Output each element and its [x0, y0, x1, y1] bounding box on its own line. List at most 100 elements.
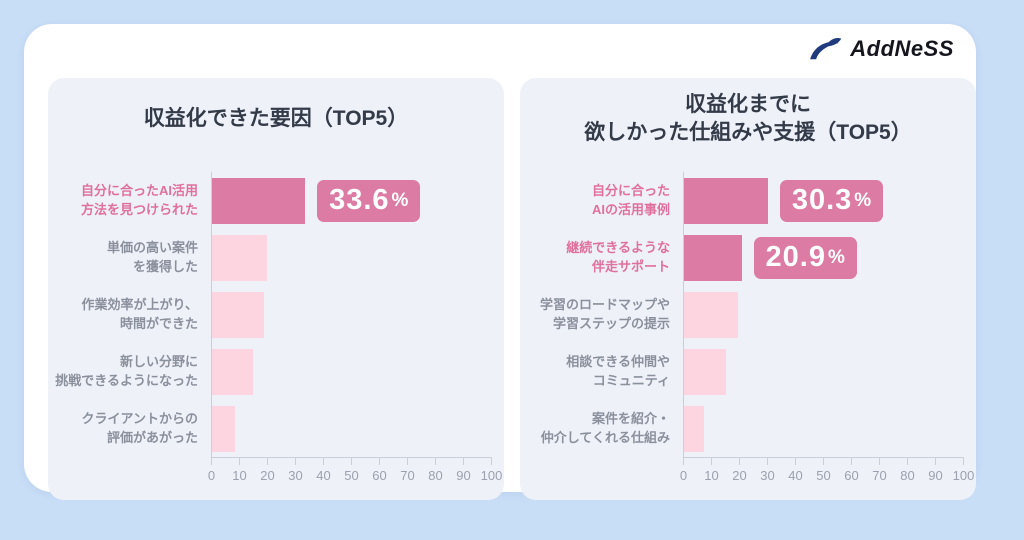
bar-label: 相談できる仲間やコミュニティ — [520, 353, 683, 389]
axis-tick-label: 0 — [207, 468, 216, 483]
axis-tick-label: 70 — [872, 468, 887, 483]
bar-area — [683, 348, 727, 395]
bar-area — [683, 291, 738, 338]
axis-tick — [879, 458, 880, 465]
chart-row: 新しい分野に 挑戦できるようになった — [48, 343, 504, 400]
bar-label-line: 自分に合ったAI活用 — [80, 183, 198, 199]
value-badge: 20.9% — [753, 236, 857, 279]
bar-label-line: 単価の高い案件 — [106, 240, 198, 256]
axis-tick — [767, 458, 768, 465]
chart-title-line: 収益化できた要因（TOP5） — [143, 106, 409, 130]
value-badge: 33.6% — [317, 179, 421, 222]
axis-tick — [351, 458, 352, 465]
bar-label: 自分に合ったAI活用 方法を見つけられた — [48, 182, 211, 218]
axis-tick — [435, 458, 436, 465]
bar-label: 単価の高い案件を獲得した — [48, 239, 211, 275]
axis-ticks: 0 10 20 30 40 50 60 70 80 90 100 — [680, 458, 974, 488]
axis-tick — [963, 458, 964, 465]
bar — [683, 234, 742, 281]
bar-label-line: クライアントからの — [81, 411, 198, 427]
pen-swoosh-icon — [810, 38, 842, 60]
axis-tick — [683, 458, 684, 465]
bar-label-line: 案件を紹介・ — [591, 411, 670, 427]
chart-rows: 自分に合ったAI活用 方法を見つけられた 33.6% 単価の高い案件を獲得した作業効率… — [48, 172, 504, 457]
bar-label: 案件を紹介・仲介してくれる仕組み — [520, 410, 683, 446]
axis-tick — [823, 458, 824, 465]
bar-label: 新しい分野に 挑戦できるようになった — [48, 353, 211, 389]
bar-label: 自分に合った AIの活用事例 — [520, 182, 683, 218]
chart-row: 自分に合ったAI活用 方法を見つけられた 33.6% — [48, 172, 504, 229]
axis-tick — [739, 458, 740, 465]
axis-tick — [711, 458, 712, 465]
chart-panel-right: 収益化までに欲しかった仕組みや支援（TOP5） 自分に合った AIの活用事例 30.3… — [520, 78, 976, 500]
bar — [211, 348, 253, 395]
value-badge: 30.3% — [779, 179, 884, 222]
axis-line-horizontal — [683, 457, 964, 458]
bar — [211, 291, 265, 338]
value-badge-percent: % — [827, 246, 845, 268]
logo-text: AddNeSS — [850, 36, 954, 61]
bar-label-line: 自分に合った — [591, 183, 670, 199]
chart-rows: 自分に合った AIの活用事例 30.3% 継続できるような 伴走サポート 20.9% 学習の… — [520, 172, 976, 457]
axis-tick — [491, 458, 492, 465]
axis-tick — [267, 458, 268, 465]
bar-area: 33.6% — [211, 177, 421, 224]
infographic-card: AddNeSS 収益化できた要因（TOP5） 自分に合ったAI活用 方法を見つけられ… — [24, 24, 976, 500]
bar — [211, 177, 306, 224]
axis-tick-label: 60 — [844, 468, 859, 483]
bar-label-line: 挑戦できるようになった — [55, 372, 198, 388]
bar-area — [211, 348, 253, 395]
axis-tick — [295, 458, 296, 465]
chart-row: クライアントからの 評価があがった — [48, 400, 504, 457]
axis-ticks: 0 10 20 30 40 50 60 70 80 90 100 — [208, 458, 502, 488]
bar-label-line: 作業効率が上がり、 — [81, 297, 198, 313]
axis-tick-label: 0 — [679, 468, 688, 483]
axis-tick — [211, 458, 212, 465]
value-badge-number: 33.6 — [329, 184, 390, 216]
chart-title: 収益化できた要因（TOP5） — [48, 88, 504, 150]
bar-label-line: 継続できるような — [566, 240, 670, 256]
bar-label-line: コミュニティ — [592, 372, 670, 388]
axis-tick-label: 50 — [816, 468, 831, 483]
bar-label-line: 相談できる仲間や — [566, 354, 670, 370]
bar-area — [211, 234, 267, 281]
axis-tick-label: 40 — [316, 468, 331, 483]
chart-panel-left: 収益化できた要因（TOP5） 自分に合ったAI活用 方法を見つけられた 33.6% 単価… — [48, 78, 504, 500]
axis-tick-label: 80 — [900, 468, 915, 483]
bar-label-line: 時間ができた — [119, 315, 198, 331]
axis-tick-label: 60 — [372, 468, 387, 483]
axis-line-horizontal — [211, 457, 492, 458]
bar — [683, 177, 768, 224]
axis-tick-label: 10 — [704, 468, 719, 483]
chart-title-line: 収益化までに — [685, 92, 811, 116]
axis-tick-label: 100 — [952, 468, 975, 483]
bar-label: 作業効率が上がり、時間ができた — [48, 296, 211, 332]
axis-tick-label: 90 — [456, 468, 471, 483]
axis-tick — [239, 458, 240, 465]
axis-tick-label: 100 — [480, 468, 503, 483]
bar — [683, 348, 727, 395]
bar — [211, 234, 267, 281]
axis-tick — [407, 458, 408, 465]
axis-line-vertical — [211, 172, 212, 457]
axis-tick-label: 80 — [428, 468, 443, 483]
bar — [683, 291, 738, 338]
value-badge-percent: % — [854, 189, 872, 211]
bar-label-line: を獲得した — [132, 258, 198, 274]
axis-tick — [907, 458, 908, 465]
bar — [683, 405, 704, 452]
bar-label-line: 学習のロードマップや — [539, 297, 670, 313]
bar-area: 30.3% — [683, 177, 884, 224]
value-badge-number: 20.9 — [765, 241, 826, 273]
bar-label: クライアントからの 評価があがった — [48, 410, 211, 446]
chart-row: 作業効率が上がり、時間ができた — [48, 286, 504, 343]
chart-title-line: 欲しかった仕組みや支援（TOP5） — [584, 121, 912, 144]
chart-row: 案件を紹介・仲介してくれる仕組み — [520, 400, 976, 457]
value-badge-number: 30.3 — [791, 184, 853, 216]
chart-row: 継続できるような 伴走サポート 20.9% — [520, 229, 976, 286]
bar-area: 20.9% — [683, 234, 857, 281]
bar-area — [211, 405, 235, 452]
axis-tick — [323, 458, 324, 465]
logo: AddNeSS — [807, 36, 954, 62]
bar-label-line: 仲介してくれる仕組み — [540, 429, 670, 445]
